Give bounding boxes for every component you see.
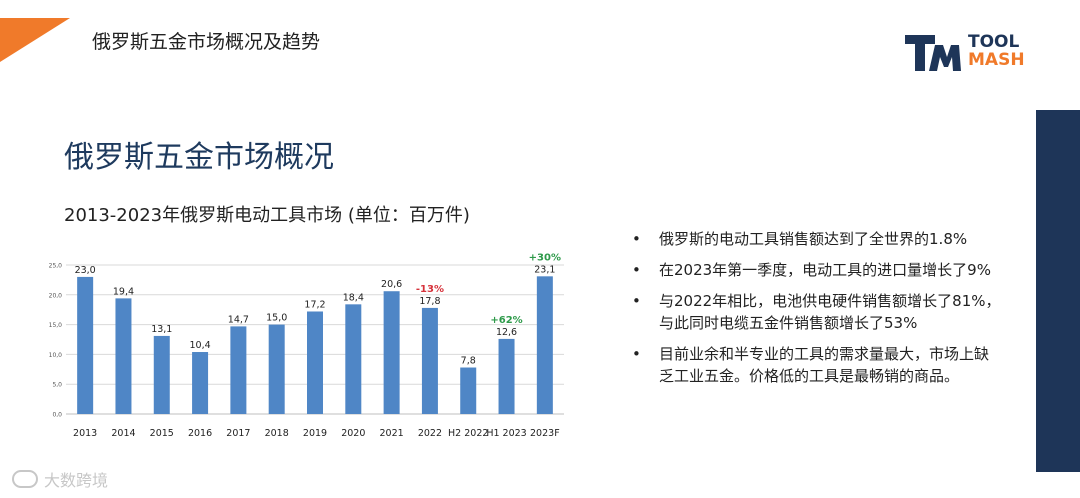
bar [498,338,515,414]
x-tick-label: 2014 [111,428,135,439]
watermark-icon [12,470,38,488]
bar-value-label: 7,8 [461,356,476,367]
bar-value-label: 13,1 [151,324,172,335]
bar [536,276,553,414]
bar [460,367,477,414]
bullet-item: • 与2022年相比，电池供电硬件销售额增长了81%，与此同时电缆五金件销售额增长… [632,290,1002,334]
bullet-text: 与2022年相比，电池供电硬件销售额增长了81%，与此同时电缆五金件销售额增长了… [659,292,1001,332]
x-tick-label: 2021 [380,428,404,439]
corner-accent-shape [0,18,70,62]
growth-annotation: -13% [416,284,444,295]
bar-value-label: 10,4 [189,340,210,351]
bullet-text: 俄罗斯的电动工具销售额达到了全世界的1.8% [659,230,968,248]
bar [307,311,323,414]
bullet-dot: • [632,261,641,279]
side-decor-bar [1036,110,1080,472]
x-tick-label: 2015 [150,428,174,439]
bullet-text: 目前业余和半专业的工具的需求量最大，市场上缺乏工业五金。价格低的工具是最畅销的商… [659,345,990,385]
bar-value-label: 17,2 [304,299,325,310]
bar-value-label: 17,8 [419,296,440,307]
bar [268,324,285,414]
x-tick-label: 2017 [226,428,250,439]
chart-title: 2013-2023年俄罗斯电动工具市场 (单位：百万件) [64,205,470,226]
growth-annotation: +62% [490,315,522,326]
y-tick-label: 25,0 [49,263,63,270]
logo-text-mash: MASH [968,50,1025,70]
bar-value-label: 20,6 [381,279,402,290]
bar [153,335,170,414]
bar-value-label: 18,4 [343,292,364,303]
bullet-item: • 目前业余和半专业的工具的需求量最大，市场上缺乏工业五金。价格低的工具是最畅销的… [632,343,1002,387]
bar-value-label: 23,1 [534,264,555,275]
y-tick-label: 0,0 [52,412,62,419]
header-title: 俄罗斯五金市场概况及趋势 [92,31,321,53]
bar-value-label: 12,6 [496,327,517,338]
x-tick-label: 2016 [188,428,212,439]
page-title: 俄罗斯五金市场概况 [64,140,334,175]
bar [230,326,247,414]
bar-value-label: 15,0 [266,313,287,324]
y-tick-label: 5,0 [52,382,62,389]
bullet-dot: • [632,345,641,363]
bar-value-label: 14,7 [228,314,249,325]
x-tick-label: 2020 [341,428,365,439]
bullet-item: • 在2023年第一季度，电动工具的进口量增长了9% [632,259,1002,281]
bullet-list: • 俄罗斯的电动工具销售额达到了全世界的1.8% • 在2023年第一季度，电动工具… [632,228,1002,396]
y-tick-label: 20,0 [49,292,63,299]
x-tick-label: H2 2022 [448,428,488,439]
x-tick-label: 2018 [265,428,289,439]
y-tick-label: 15,0 [49,322,63,329]
bullet-item: • 俄罗斯的电动工具销售额达到了全世界的1.8% [632,228,1002,250]
toolmash-logo-mark [905,35,961,71]
watermark-text: 大数跨境 [44,471,109,490]
watermark: 大数跨境 [12,467,108,491]
x-tick-label: 2019 [303,428,327,439]
toolmash-logo: TOOL MASH [905,33,1040,73]
logo-text-tool: TOOL [968,32,1020,52]
bar-value-label: 23,0 [75,265,96,276]
bar [421,307,438,414]
growth-annotation: +30% [529,252,561,263]
bar-chart-svg: 0,0 5,0 10,0 15,0 20,0 25,0 23,0 2013 19,4 2014 13… [49,252,564,439]
y-tick-label: 10,0 [49,352,63,359]
bar [115,298,132,414]
x-tick-label: 2023F [530,428,560,439]
bullet-dot: • [632,292,641,310]
x-tick-label: H1 2023 [486,428,526,439]
bar [77,276,94,414]
bar [383,291,400,414]
bullet-dot: • [632,230,641,248]
bar [345,304,362,414]
x-tick-label: 2013 [73,428,97,439]
bar-chart: 0,0 5,0 10,0 15,0 20,0 25,0 23,0 2013 19,4 2014 13… [44,243,569,439]
bar-value-label: 19,4 [113,286,134,297]
bar [192,352,209,414]
x-tick-label: 2022 [418,428,442,439]
bullet-text: 在2023年第一季度，电动工具的进口量增长了9% [659,261,991,279]
